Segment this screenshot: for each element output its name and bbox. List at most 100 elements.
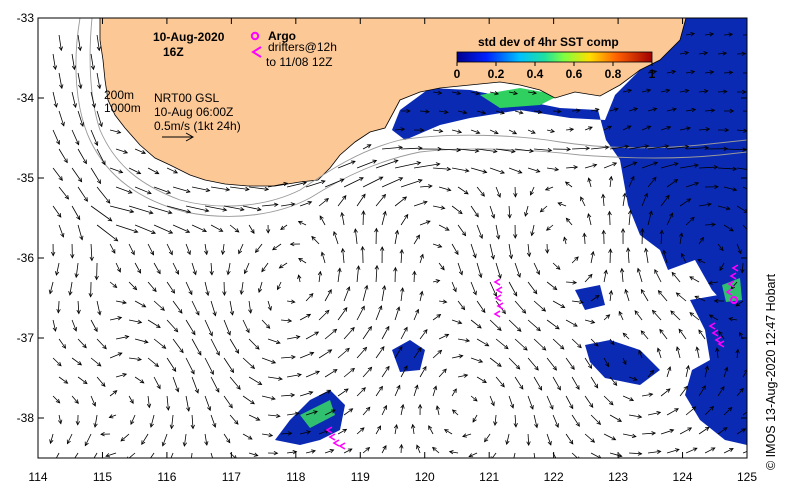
current-vector-head [90,65,96,71]
current-vector-head [222,207,228,212]
current-vector-head [589,403,594,408]
current-vector-head [601,229,606,235]
current-vector-head [694,163,699,168]
current-vector-head [440,205,446,210]
current-vector [641,393,653,397]
current-vector [527,395,534,410]
current-vector [147,205,172,214]
current-vector-head [443,109,449,115]
current-vector-head [452,287,457,293]
current-vector [628,176,635,188]
current-vector-head [97,310,102,316]
current-vector-head [84,441,89,447]
current-vector [49,281,54,294]
lon-tick-label: 122 [544,470,564,484]
current-vector [640,289,649,302]
current-vector-head [463,373,469,378]
current-vector-head [626,247,631,252]
current-vector [705,223,716,226]
current-vector-head [317,270,323,276]
current-vector [451,319,462,324]
current-vector-head [671,69,677,75]
current-vector-head [569,439,574,445]
current-vector [342,248,345,264]
current-vector-head [154,170,160,175]
current-vector-head [168,459,171,463]
current-vector-head [460,305,466,311]
current-vector-head [604,145,610,150]
current-vector-head [364,284,369,290]
current-vector-head [680,252,685,258]
current-vector [204,395,211,411]
current-vector-head [152,287,157,293]
current-vector-head [627,209,633,215]
current-vector [318,198,329,207]
current-vector-head [679,232,684,238]
current-vector [71,129,80,145]
current-vector-head [272,246,277,251]
current-vector [609,338,615,345]
current-vector [489,205,495,219]
current-vector [476,338,489,347]
current-vector [153,338,166,349]
current-vector-head [414,384,419,390]
current-vector [645,248,649,264]
current-vector-head [278,264,284,269]
current-vector-head [143,339,149,344]
current-vector [58,34,62,51]
current-vector [565,181,573,188]
current-vector [115,186,133,194]
current-vector-head [513,291,518,297]
current-vector-head [422,365,427,371]
current-vector-head [82,343,87,349]
current-vector-head [340,211,345,217]
current-vector [494,414,497,426]
current-vector-head [311,449,316,454]
current-vector-head [57,361,62,367]
current-vector [666,70,676,74]
current-vector-head [326,389,332,394]
current-vector-head [472,397,478,402]
current-vector-head [545,226,551,231]
current-vector [571,376,580,390]
current-vector-head [513,90,518,96]
current-vector-head [490,401,495,407]
current-vector [71,357,82,366]
current-vector [609,145,629,150]
current-vector-head [63,379,69,384]
current-vector-head [82,379,88,385]
current-vector [685,447,698,454]
bathymetry-contours [75,18,747,217]
current-vector [362,176,383,188]
current-vector [527,357,539,371]
current-vector [735,300,744,307]
current-vector [432,91,442,94]
current-vector-head [204,208,210,213]
current-vector-head [588,126,593,131]
current-vector-head [383,404,388,410]
current-vector-head [226,438,231,444]
current-vector [647,210,652,226]
current-vector [109,243,116,254]
current-vector [470,205,479,217]
current-vector-head [587,213,592,218]
current-vector [71,205,81,220]
current-vector [153,300,165,311]
current-vector [704,33,714,36]
current-vector [227,262,231,275]
current-vector [210,224,223,232]
current-vector-head [507,214,512,219]
current-vector-head [675,292,681,297]
current-vector [420,110,430,113]
current-vector-head [484,342,490,347]
current-vector-head [411,423,416,429]
drifter-marker [717,340,725,348]
current-vector [356,306,365,321]
current-vector-head [271,396,276,401]
current-vector-head [477,324,482,329]
current-vector-head [309,351,315,356]
current-vector [476,300,486,313]
colorbar-tick-label: 0.2 [488,67,505,81]
current-vector-head [264,186,270,192]
lat-tick-label: -36 [17,251,35,265]
